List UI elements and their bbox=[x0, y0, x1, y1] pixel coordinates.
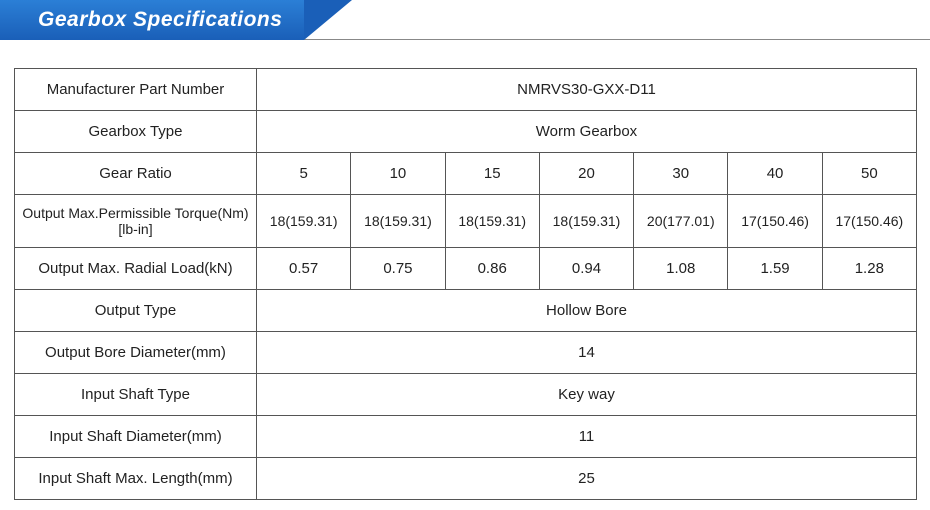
row-value: 11 bbox=[257, 416, 917, 458]
header-ribbon: Gearbox Specifications bbox=[0, 0, 352, 40]
row-value: 25 bbox=[257, 458, 917, 500]
row-label: Gearbox Type bbox=[15, 111, 257, 153]
row-cell: 17(150.46) bbox=[822, 195, 916, 248]
row-cell: 0.75 bbox=[351, 248, 445, 290]
table-row: Manufacturer Part NumberNMRVS30-GXX-D11 bbox=[15, 69, 917, 111]
table-row: Input Shaft TypeKey way bbox=[15, 374, 917, 416]
row-cell: 0.57 bbox=[257, 248, 351, 290]
row-cell: 0.94 bbox=[539, 248, 633, 290]
row-cell: 20 bbox=[539, 153, 633, 195]
table-row: Output TypeHollow Bore bbox=[15, 290, 917, 332]
row-cell: 1.28 bbox=[822, 248, 916, 290]
row-cell: 20(177.01) bbox=[634, 195, 728, 248]
row-cell: 17(150.46) bbox=[728, 195, 822, 248]
table-row: Output Max.Permissible Torque(Nm)[lb-in]… bbox=[15, 195, 917, 248]
row-value: NMRVS30-GXX-D11 bbox=[257, 69, 917, 111]
row-cell: 18(159.31) bbox=[539, 195, 633, 248]
row-label: Output Bore Diameter(mm) bbox=[15, 332, 257, 374]
row-cell: 50 bbox=[822, 153, 916, 195]
row-label: Input Shaft Diameter(mm) bbox=[15, 416, 257, 458]
table-row: Input Shaft Diameter(mm)11 bbox=[15, 416, 917, 458]
row-cell: 1.08 bbox=[634, 248, 728, 290]
table-row: Gearbox TypeWorm Gearbox bbox=[15, 111, 917, 153]
table-row: Output Max. Radial Load(kN)0.570.750.860… bbox=[15, 248, 917, 290]
row-label: Output Max. Radial Load(kN) bbox=[15, 248, 257, 290]
row-value: Worm Gearbox bbox=[257, 111, 917, 153]
table-row: Input Shaft Max. Length(mm)25 bbox=[15, 458, 917, 500]
header-bar: Gearbox Specifications bbox=[0, 0, 930, 40]
row-label: Input Shaft Max. Length(mm) bbox=[15, 458, 257, 500]
row-label: Input Shaft Type bbox=[15, 374, 257, 416]
row-cell: 18(159.31) bbox=[351, 195, 445, 248]
row-cell: 18(159.31) bbox=[257, 195, 351, 248]
row-label: Output Max.Permissible Torque(Nm)[lb-in] bbox=[15, 195, 257, 248]
row-cell: 5 bbox=[257, 153, 351, 195]
page-title: Gearbox Specifications bbox=[0, 0, 304, 40]
row-cell: 18(159.31) bbox=[445, 195, 539, 248]
row-label: Manufacturer Part Number bbox=[15, 69, 257, 111]
row-cell: 30 bbox=[634, 153, 728, 195]
row-cell: 0.86 bbox=[445, 248, 539, 290]
row-value: Key way bbox=[257, 374, 917, 416]
row-cell: 1.59 bbox=[728, 248, 822, 290]
row-cell: 40 bbox=[728, 153, 822, 195]
spec-table: Manufacturer Part NumberNMRVS30-GXX-D11G… bbox=[14, 68, 917, 500]
row-label: Output Type bbox=[15, 290, 257, 332]
table-row: Gear Ratio5101520304050 bbox=[15, 153, 917, 195]
row-cell: 10 bbox=[351, 153, 445, 195]
row-value: 14 bbox=[257, 332, 917, 374]
row-cell: 15 bbox=[445, 153, 539, 195]
row-label: Gear Ratio bbox=[15, 153, 257, 195]
row-value: Hollow Bore bbox=[257, 290, 917, 332]
ribbon-tail bbox=[304, 0, 352, 40]
table-row: Output Bore Diameter(mm)14 bbox=[15, 332, 917, 374]
